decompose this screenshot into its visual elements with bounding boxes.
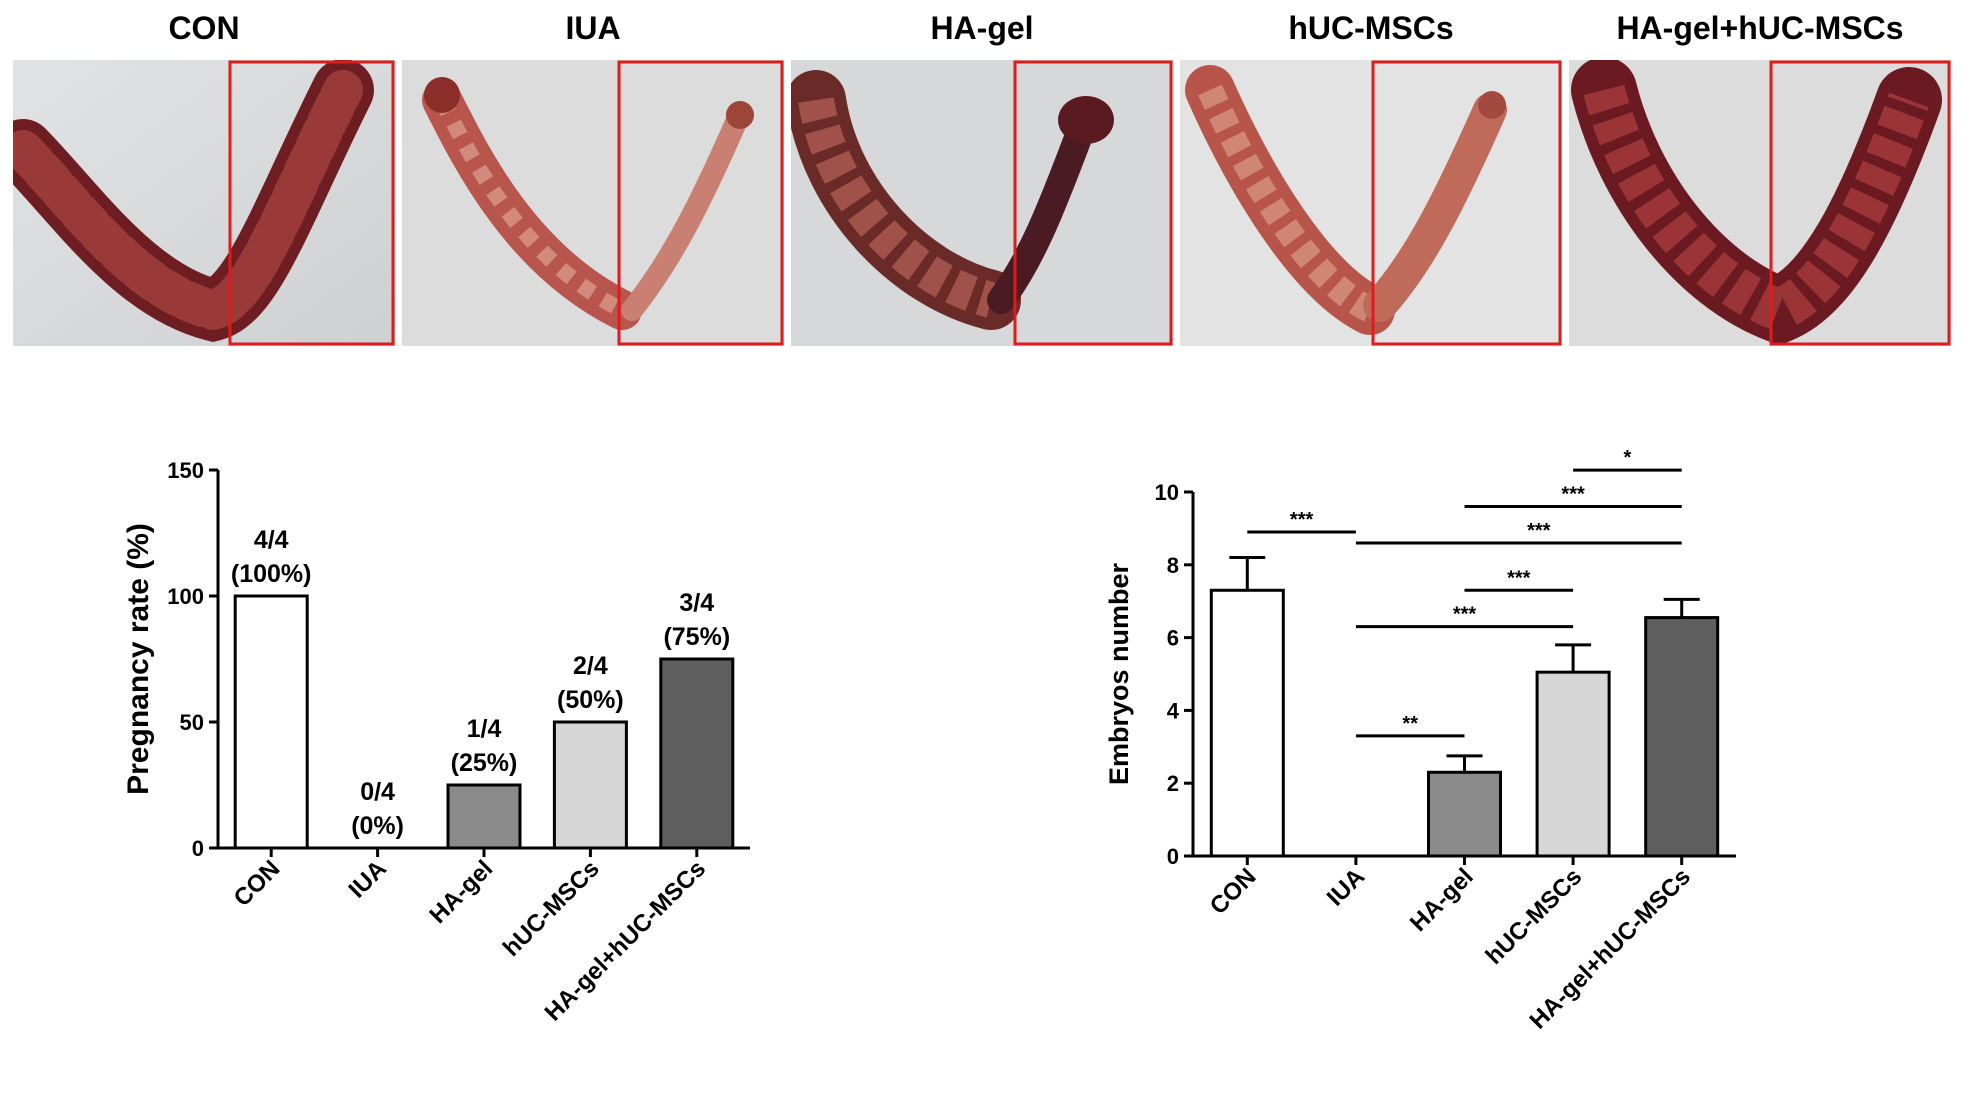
uterus-photo-combo bbox=[1569, 60, 1951, 346]
bar bbox=[1427, 770, 1502, 858]
data-label-count: 2/4 bbox=[573, 652, 608, 680]
x-tick-label: IUA bbox=[344, 855, 392, 903]
bar bbox=[552, 720, 628, 850]
bar bbox=[1644, 616, 1720, 858]
data-label-count: 1/4 bbox=[467, 715, 502, 743]
bar bbox=[446, 783, 522, 850]
embryos-number-chart: 0 2 4 6 8 10 Embryos number CON IUA HA-gel hUC-MSC… bbox=[1104, 447, 1736, 1035]
bar bbox=[1209, 588, 1285, 858]
y-tick-label: 100 bbox=[167, 584, 204, 609]
x-tick-label: CON bbox=[1205, 863, 1262, 920]
bar bbox=[233, 594, 309, 850]
x-tick-label: HA-gel bbox=[1405, 863, 1479, 937]
data-label-count: 4/4 bbox=[254, 526, 289, 554]
y-tick-label: 8 bbox=[1167, 553, 1179, 578]
uterus-photo-con bbox=[13, 60, 395, 346]
data-label-percent: (75%) bbox=[663, 623, 730, 651]
data-label-percent: (100%) bbox=[231, 560, 312, 588]
significance-label: *** bbox=[1453, 604, 1477, 626]
significance-label: *** bbox=[1507, 567, 1531, 589]
x-tick-label: HA-gel bbox=[424, 855, 498, 929]
significance-label: ** bbox=[1402, 713, 1418, 735]
x-tick-label: IUA bbox=[1322, 863, 1370, 911]
y-tick-label: 10 bbox=[1155, 480, 1179, 505]
uterus-photo-huc bbox=[1180, 60, 1562, 346]
y-axis-label: Pregnancy rate (%) bbox=[122, 523, 155, 795]
data-label-percent: (50%) bbox=[557, 686, 624, 714]
uterus-photo-iua bbox=[402, 60, 784, 346]
photo-title-iua: IUA bbox=[565, 10, 621, 46]
data-label-percent: (25%) bbox=[451, 749, 518, 777]
photo-title-huc: hUC-MSCs bbox=[1288, 10, 1454, 46]
data-label-count: 0/4 bbox=[360, 778, 395, 806]
pregnancy-rate-chart: 0 50 100 150 Pregnancy rate (%) 4/4 (100%) CON 0… bbox=[122, 458, 750, 1027]
x-tick-label: CON bbox=[229, 855, 286, 912]
y-tick-label: 4 bbox=[1167, 698, 1180, 723]
photo-title-hagel: HA-gel bbox=[930, 10, 1034, 46]
uterus-photo-hagel bbox=[791, 60, 1173, 346]
y-tick-label: 0 bbox=[1167, 844, 1179, 869]
data-label-percent: (0%) bbox=[351, 812, 404, 840]
y-axis-label: Embryos number bbox=[1104, 562, 1134, 785]
significance-label: *** bbox=[1290, 509, 1314, 531]
significance-label: *** bbox=[1527, 520, 1551, 542]
photo-title-con: CON bbox=[168, 10, 240, 46]
y-tick-label: 2 bbox=[1167, 771, 1179, 796]
significance-label: *** bbox=[1561, 484, 1585, 506]
y-tick-label: 50 bbox=[180, 710, 204, 735]
data-label-count: 3/4 bbox=[679, 589, 714, 617]
y-tick-label: 150 bbox=[167, 458, 204, 483]
bar bbox=[1535, 670, 1611, 858]
bar bbox=[659, 657, 735, 850]
photo-title-combo: HA-gel+hUC-MSCs bbox=[1616, 10, 1904, 46]
significance-label: * bbox=[1624, 447, 1632, 469]
y-tick-label: 0 bbox=[192, 836, 204, 861]
x-tick-label: hUC-MSCs bbox=[1481, 863, 1588, 970]
y-tick-label: 6 bbox=[1167, 626, 1179, 651]
x-tick-label: hUC-MSCs bbox=[498, 855, 605, 962]
